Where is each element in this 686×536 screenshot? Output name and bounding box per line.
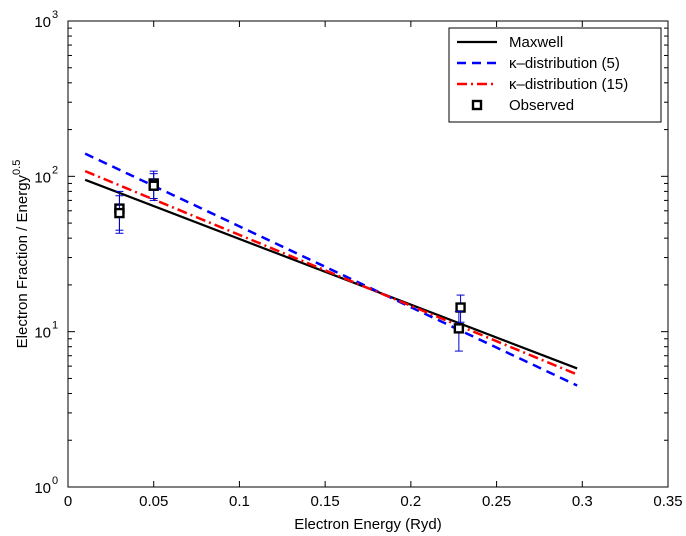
observed-point — [455, 302, 466, 313]
y-tick-label-exponent: 1 — [52, 320, 58, 332]
x-tick-label: 0.1 — [229, 493, 250, 510]
x-tick-label: 0.25 — [482, 493, 511, 510]
legend-box — [448, 27, 662, 123]
observed-point — [453, 323, 465, 334]
series-line-2 — [84, 152, 578, 387]
y-tick-label: 10 — [34, 480, 51, 497]
series-layer — [84, 152, 578, 387]
x-tick-label: 0.35 — [653, 493, 682, 510]
legend-label: κ–distribution (5) — [509, 55, 620, 72]
x-tick-label: 0 — [64, 493, 72, 510]
y-tick-label: 10 — [34, 14, 51, 31]
y-axis-label: Electron Fraction / Energy0.5 — [11, 160, 31, 349]
y-tick-label: 10 — [34, 325, 51, 342]
y-tick-label-exponent: 0 — [52, 475, 58, 487]
legend-label: κ–distribution (15) — [509, 76, 628, 93]
y-tick-label-exponent: 3 — [52, 9, 58, 21]
x-tick-label: 0.15 — [311, 493, 340, 510]
observed-layer — [114, 170, 466, 352]
legend: Maxwell κ–distribution (5) κ–distribution … — [448, 27, 662, 123]
legend-swatch-observed — [471, 99, 483, 111]
series-line-3 — [84, 169, 578, 376]
y-axis-label-main: Electron Fraction / Energy — [14, 174, 31, 348]
x-tick-label: 0.05 — [139, 493, 168, 510]
x-axis-label: Electron Energy (Ryd) — [294, 516, 442, 533]
observed-point — [114, 207, 125, 219]
y-axis-label-exponent: 0.5 — [11, 160, 23, 175]
y-tick-label-exponent: 2 — [52, 164, 58, 176]
observed-point — [148, 180, 159, 191]
y-tick-label: 10 — [34, 169, 51, 186]
legend-label: Observed — [509, 97, 574, 114]
x-tick-label: 0.3 — [572, 493, 593, 510]
legend-label: Maxwell — [509, 34, 563, 51]
x-tick-label: 0.2 — [400, 493, 421, 510]
y-axis-label-group: Electron Fraction / Energy0.5 — [11, 160, 31, 349]
